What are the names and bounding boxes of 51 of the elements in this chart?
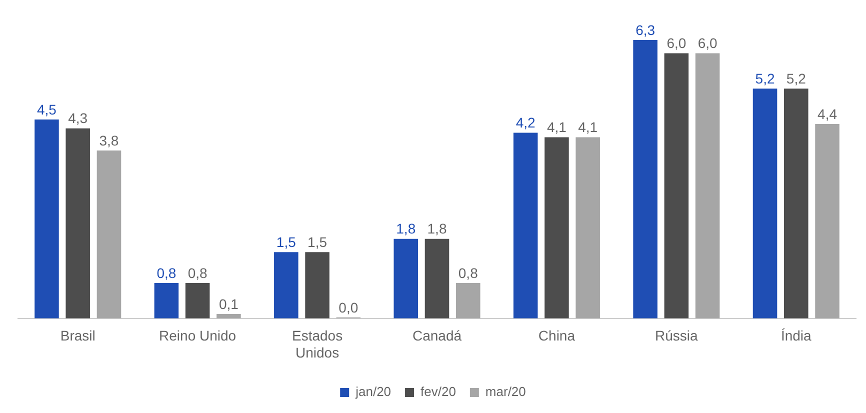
bar — [544, 137, 569, 318]
bar — [513, 132, 538, 318]
data-label: 1,8 — [427, 220, 447, 237]
x-tick-label: China — [538, 328, 576, 344]
data-label: 4,4 — [818, 106, 838, 122]
data-label: 0,8 — [188, 264, 208, 281]
x-tick-label: Índia — [780, 328, 812, 344]
legend-label: fev/20 — [420, 384, 456, 400]
legend-label: mar/20 — [485, 384, 526, 400]
data-label: 4,2 — [516, 114, 536, 131]
data-label: 1,5 — [308, 234, 328, 250]
data-label: 0,1 — [218, 296, 239, 312]
x-tick-label: Reino Unido — [159, 328, 236, 344]
bar — [394, 238, 418, 318]
data-label: 4,5 — [36, 101, 57, 118]
x-tick-label: Canadá — [412, 328, 462, 344]
x-tick-label: Rússia — [655, 328, 698, 344]
data-label: 0,8 — [156, 264, 176, 281]
data-label: 0,8 — [458, 264, 478, 281]
data-label: 4,1 — [578, 119, 598, 136]
bar — [784, 88, 808, 318]
data-label: 5,2 — [786, 70, 806, 86]
bar — [695, 53, 720, 318]
x-tick-label: Estados Unidos — [292, 328, 343, 360]
bar — [66, 128, 90, 318]
bar — [34, 120, 59, 318]
data-label: 1,8 — [396, 220, 416, 237]
bar — [576, 137, 600, 318]
bar — [664, 53, 689, 318]
bar — [274, 252, 298, 318]
bar — [424, 238, 450, 318]
data-label: 3,8 — [99, 132, 119, 148]
data-label: 1,5 — [276, 234, 296, 250]
bar — [154, 283, 179, 318]
data-label: 0,0 — [338, 299, 358, 316]
data-label: 4,1 — [546, 119, 567, 136]
bar — [815, 124, 840, 318]
bar — [456, 283, 480, 318]
bar — [216, 314, 241, 318]
data-label: 5,2 — [755, 70, 775, 86]
legend-label: jan/20 — [354, 384, 392, 400]
bar — [96, 150, 122, 318]
data-label: 6,3 — [636, 22, 656, 38]
data-label: 6,0 — [698, 35, 718, 52]
bar — [752, 88, 778, 318]
bar — [185, 283, 210, 318]
bar — [305, 252, 330, 318]
data-label: 6,0 — [666, 35, 686, 52]
bar — [633, 40, 658, 318]
data-label: 4,3 — [68, 110, 88, 126]
x-tick-label: Brasil — [60, 328, 96, 344]
